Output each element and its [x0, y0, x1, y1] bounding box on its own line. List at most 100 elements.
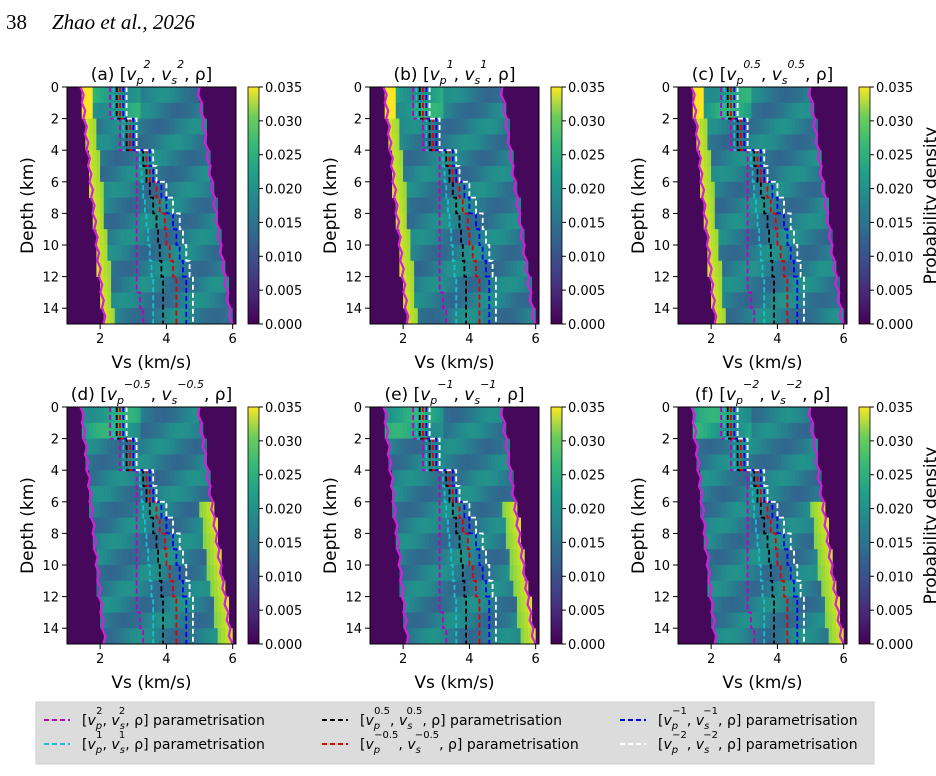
density-cell [403, 134, 408, 151]
density-cell [129, 596, 134, 613]
density-cell [729, 245, 734, 262]
density-cell [766, 454, 771, 471]
density-cell [766, 486, 771, 503]
density-cell [707, 260, 712, 277]
density-cell [173, 87, 178, 104]
density-cell [425, 486, 430, 503]
density-cell [140, 628, 145, 645]
density-cell [129, 245, 134, 262]
density-cell [410, 181, 415, 198]
density-cell [711, 517, 716, 534]
density-cell [472, 580, 477, 597]
density-cell [180, 596, 185, 613]
density-cell [432, 134, 437, 151]
density-cell [392, 438, 397, 455]
density-cell [125, 118, 130, 135]
panel-title-part: s [780, 394, 786, 407]
density-cell [107, 245, 112, 262]
density-cell [184, 517, 189, 534]
density-cell [711, 612, 716, 629]
y-tick-label: 12 [42, 591, 59, 606]
density-cell [788, 260, 793, 277]
density-cell [516, 612, 522, 629]
density-cell [476, 118, 481, 135]
density-cell [458, 628, 463, 645]
density-cell [810, 260, 815, 277]
density-cell [144, 501, 149, 518]
density-cell [403, 549, 408, 566]
panel-title-part: v [770, 385, 781, 405]
legend-label-part: , [687, 737, 696, 753]
density-cell [417, 565, 422, 582]
density-cell [766, 565, 771, 582]
density-cell [118, 276, 123, 293]
density-cell [392, 501, 397, 518]
density-cell [714, 134, 719, 151]
colorbar-tick-label: 0.005 [265, 604, 302, 619]
density-cell [498, 565, 503, 582]
density-cell [740, 517, 745, 534]
density-cell [206, 213, 211, 230]
density-cell [725, 308, 730, 325]
density-cell [147, 276, 152, 293]
density-cell [711, 213, 716, 230]
density-cell [395, 422, 400, 439]
density-cell [758, 549, 763, 566]
density-cell [129, 87, 134, 104]
legend-label-part: 1 [119, 730, 125, 741]
density-cell [483, 612, 488, 629]
density-cell [480, 197, 485, 214]
density-cell [399, 580, 404, 597]
density-cell [432, 407, 437, 424]
y-tick-label: 6 [51, 496, 59, 511]
density-cell [806, 308, 811, 325]
density-cell [729, 565, 734, 582]
density-cell [480, 501, 485, 518]
density-cell [162, 517, 167, 534]
density-cell [180, 102, 185, 119]
density-cell [103, 612, 108, 629]
density-cell [740, 150, 745, 167]
density-cell [736, 292, 741, 309]
density-cell [802, 292, 807, 309]
prior-lower-bound [79, 406, 107, 645]
density-cell [502, 501, 507, 518]
density-cell [487, 181, 492, 198]
density-cell [439, 102, 444, 119]
density-cell [725, 454, 730, 471]
density-cell [817, 276, 822, 293]
running-head: Zhao et al., 2026 [52, 10, 195, 34]
legend-label-part: p [373, 745, 380, 756]
density-cell [777, 229, 782, 246]
density-cell [461, 150, 466, 167]
density-cell [531, 628, 536, 645]
density-cell [769, 292, 774, 309]
density-cell [722, 628, 727, 645]
density-cell [725, 533, 730, 550]
y-tick-label: 10 [653, 559, 670, 574]
x-axis-label: Vs (km/s) [722, 353, 802, 373]
density-cell [483, 166, 488, 183]
density-cell [828, 612, 833, 629]
density-cell [399, 438, 404, 455]
density-cell [107, 486, 112, 503]
density-cell [428, 580, 433, 597]
density-cell [439, 150, 444, 167]
density-cell [718, 197, 723, 214]
density-cell [755, 292, 760, 309]
x-tick-label: 4 [465, 652, 473, 667]
panel-title: (f) [vp−2, vs−2, ρ] [695, 378, 831, 407]
density-cell [169, 628, 174, 645]
density-cell [92, 150, 97, 167]
density-cell [417, 229, 422, 246]
density-cell [788, 470, 793, 487]
density-cell [718, 580, 723, 597]
density-cell [107, 150, 112, 167]
density-cell [125, 150, 130, 167]
density-cell [813, 501, 818, 518]
density-cell [766, 308, 771, 325]
density-cell [166, 438, 171, 455]
density-cell [788, 181, 793, 198]
density-cell [465, 276, 470, 293]
density-cell [707, 197, 712, 214]
